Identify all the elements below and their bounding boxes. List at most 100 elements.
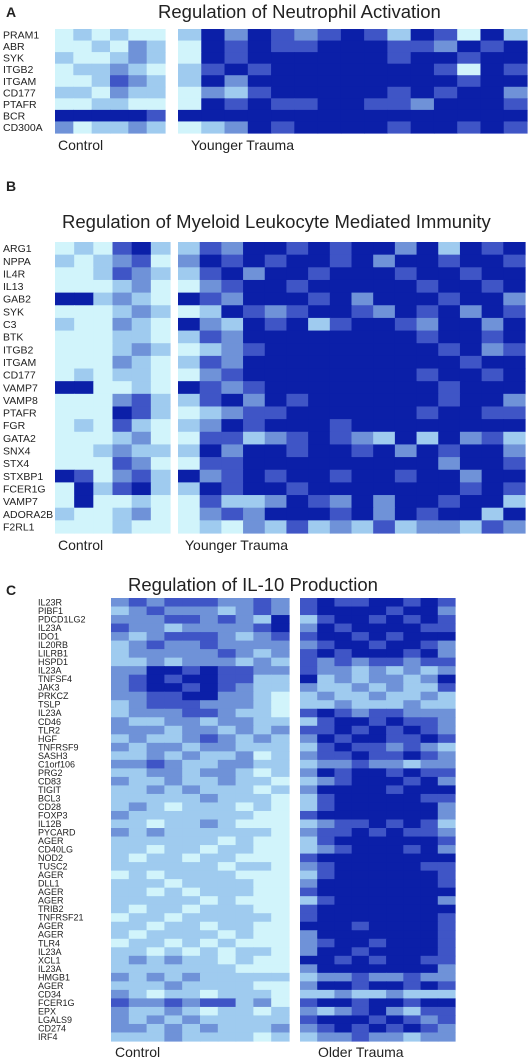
heatmap-cell xyxy=(300,785,318,795)
heatmap-cell xyxy=(243,393,266,408)
heatmap-cell xyxy=(131,469,152,483)
heatmap-cell xyxy=(164,955,183,965)
heatmap-cell xyxy=(182,666,201,676)
heatmap-cell xyxy=(351,632,370,642)
heatmap-cell xyxy=(201,109,226,123)
heatmap-cell xyxy=(351,330,374,344)
heatmap-cell xyxy=(128,896,148,906)
heatmap-cell xyxy=(253,734,272,744)
heatmap-cell xyxy=(182,759,201,769)
heatmap-cell xyxy=(437,700,456,710)
heatmap-cell xyxy=(93,381,114,395)
heatmap-cell xyxy=(480,40,505,53)
heatmap-cell xyxy=(131,343,152,357)
heatmap-cell xyxy=(351,938,370,948)
heatmap-cell xyxy=(271,768,290,778)
heatmap-cell xyxy=(146,998,165,1008)
heatmap-cell xyxy=(433,98,458,111)
heatmap-cell xyxy=(364,29,388,42)
heatmap-cell xyxy=(235,666,254,676)
heatmap-cell xyxy=(386,887,404,897)
heatmap-cell xyxy=(403,683,422,693)
heatmap-cell xyxy=(93,305,114,319)
heatmap-cell xyxy=(199,279,222,294)
heatmap-cell xyxy=(368,708,387,718)
heatmap-cell xyxy=(200,725,219,735)
heatmap-cell xyxy=(420,989,439,999)
heatmap-cell xyxy=(182,845,201,855)
heatmap-cell xyxy=(217,879,237,889)
heatmap-cell xyxy=(74,381,94,395)
heatmap-cell xyxy=(164,1032,183,1042)
heatmap-cell xyxy=(200,1032,219,1042)
heatmap-cell xyxy=(243,279,266,294)
heatmap-cell xyxy=(308,267,331,281)
heatmap-cell xyxy=(459,305,483,319)
row-label: FGR xyxy=(3,420,26,432)
heatmap-cell xyxy=(416,393,439,408)
heatmap-cell xyxy=(164,1015,183,1025)
heatmap-cell xyxy=(235,836,254,846)
heatmap-cell xyxy=(111,776,130,787)
heatmap-cell xyxy=(286,520,309,534)
heatmap-cell xyxy=(253,810,272,821)
heatmap-cell xyxy=(459,267,483,281)
heatmap-cell xyxy=(253,615,272,625)
heatmap-cell xyxy=(271,802,290,812)
heatmap-cell xyxy=(386,972,404,982)
heatmap-cell xyxy=(146,879,165,889)
heatmap-cell xyxy=(480,52,505,65)
heatmap-cell xyxy=(437,683,456,693)
row-label: CD177 xyxy=(3,87,36,99)
heatmap-cell xyxy=(457,75,482,88)
heatmap-cell xyxy=(386,955,404,965)
heatmap-cell xyxy=(459,242,483,256)
heatmap-cell xyxy=(300,768,318,778)
heatmap-cell xyxy=(235,674,254,684)
heatmap-cell xyxy=(199,520,222,534)
heatmap-cell xyxy=(128,776,148,787)
heatmap-cell xyxy=(286,242,309,256)
heatmap-cell xyxy=(146,29,166,42)
heatmap-cell xyxy=(437,632,456,642)
heatmap-cell xyxy=(253,845,272,855)
heatmap-cell xyxy=(178,98,202,111)
heatmap-cell xyxy=(201,40,226,53)
heatmap-cell xyxy=(368,776,387,787)
heatmap-cell xyxy=(178,482,201,496)
heatmap-cell xyxy=(386,853,404,863)
heatmap-cell xyxy=(394,381,418,395)
heatmap-cell xyxy=(93,368,114,382)
row-label: IL23A xyxy=(38,708,62,718)
heatmap-cell xyxy=(368,725,387,735)
heatmap-cell xyxy=(481,292,504,306)
heatmap-cell xyxy=(351,751,370,761)
heatmap-cell xyxy=(128,785,148,795)
heatmap-cell xyxy=(437,640,456,650)
heatmap-cell xyxy=(457,29,482,42)
heatmap-cell xyxy=(300,640,318,650)
heatmap-cell xyxy=(368,785,387,795)
heatmap-cell xyxy=(368,802,387,812)
heatmap-cell xyxy=(420,802,439,812)
heatmap-cell xyxy=(199,495,222,509)
heatmap-cell xyxy=(403,734,422,744)
heatmap-cell xyxy=(420,615,439,625)
heatmap-cell xyxy=(481,520,504,534)
heatmap-cell xyxy=(368,683,387,693)
heatmap-cell xyxy=(235,810,254,821)
heatmap-cell xyxy=(317,870,336,880)
heatmap-cell xyxy=(235,964,254,974)
heatmap-cell xyxy=(351,482,374,496)
heatmap-cell xyxy=(221,419,244,433)
heatmap-cell xyxy=(253,947,272,957)
heatmap-cell xyxy=(373,457,396,471)
heatmap-cell xyxy=(111,989,130,999)
heatmap-cell xyxy=(128,75,148,88)
heatmap-cell xyxy=(128,615,148,625)
heatmap-cell xyxy=(128,734,148,744)
heatmap-cell xyxy=(164,598,183,608)
heatmap-cell xyxy=(334,904,353,914)
row-label: TIGIT xyxy=(38,785,61,795)
heatmap-cell xyxy=(217,947,237,957)
